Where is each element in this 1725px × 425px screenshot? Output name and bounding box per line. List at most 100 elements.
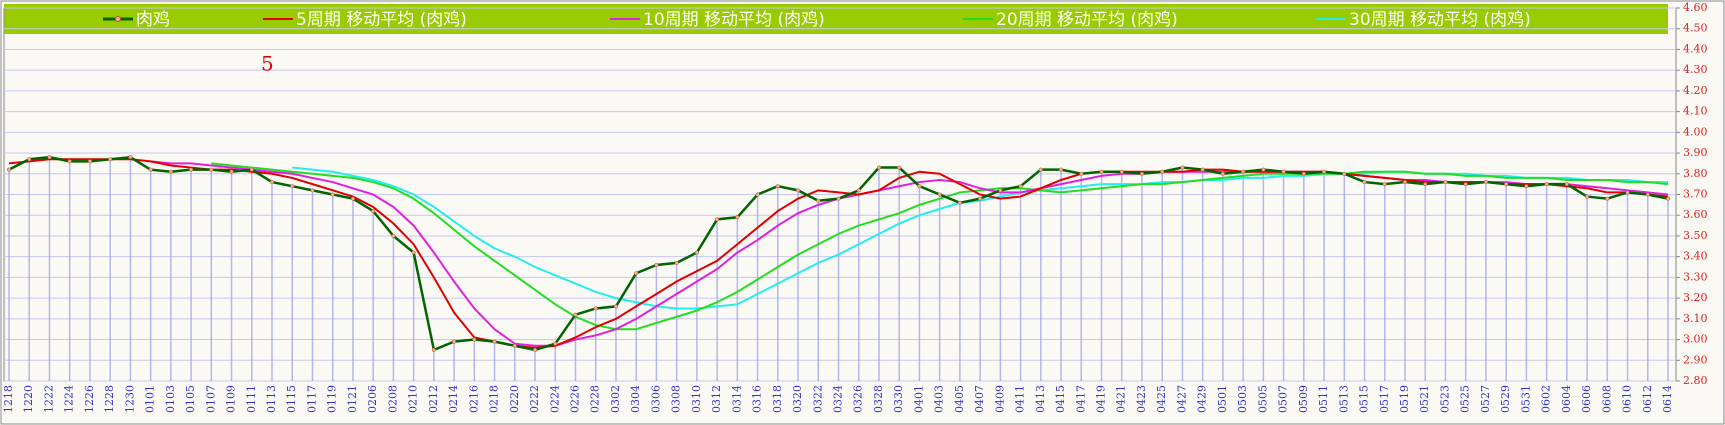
x-tick-label: 0216 bbox=[467, 385, 480, 413]
series-line bbox=[211, 162, 1669, 331]
point bbox=[290, 184, 295, 189]
point bbox=[1301, 171, 1306, 176]
point bbox=[816, 198, 821, 203]
y-tick-label: 4.40 bbox=[1683, 42, 1708, 55]
y-tick-label: 3.20 bbox=[1683, 291, 1708, 304]
point bbox=[148, 167, 153, 172]
legend-label: 肉鸡 bbox=[136, 10, 170, 30]
point bbox=[1079, 171, 1084, 176]
x-tick-label: 0523 bbox=[1438, 385, 1451, 413]
point bbox=[168, 169, 173, 174]
x-tick-label: 0107 bbox=[204, 385, 217, 413]
x-tick-label: 0610 bbox=[1621, 385, 1634, 413]
point bbox=[1018, 184, 1023, 189]
x-tick-label: 0310 bbox=[690, 385, 703, 413]
x-tick-label: 0531 bbox=[1519, 385, 1532, 413]
point bbox=[775, 184, 780, 189]
x-tick-label: 0109 bbox=[225, 385, 238, 413]
y-tick-label: 3.60 bbox=[1683, 208, 1708, 221]
point bbox=[1261, 167, 1266, 172]
point bbox=[735, 215, 740, 220]
point bbox=[917, 184, 922, 189]
x-tick-label: 0111 bbox=[245, 385, 258, 413]
x-tick-label: 0224 bbox=[548, 385, 561, 413]
x-tick-label: 0529 bbox=[1499, 385, 1512, 413]
x-tick-label: 0521 bbox=[1418, 385, 1431, 413]
point bbox=[269, 180, 275, 185]
point bbox=[472, 337, 477, 342]
point bbox=[876, 165, 882, 170]
point bbox=[1423, 182, 1428, 187]
x-tick-label: 0604 bbox=[1560, 385, 1573, 413]
x-tick-label: 0411 bbox=[1014, 385, 1027, 413]
point bbox=[755, 192, 760, 197]
y-tick-label: 2.80 bbox=[1683, 374, 1708, 387]
point bbox=[1402, 180, 1408, 185]
point bbox=[1200, 167, 1205, 172]
point bbox=[1281, 169, 1286, 174]
x-tick-label: 0401 bbox=[912, 385, 925, 413]
x-tick-label: 0511 bbox=[1317, 385, 1330, 413]
x-tick-label: 0427 bbox=[1175, 385, 1188, 413]
point bbox=[795, 188, 801, 193]
y-tick-label: 3.30 bbox=[1683, 270, 1708, 283]
series-line bbox=[8, 158, 1669, 349]
y-tick-label: 3.00 bbox=[1683, 333, 1708, 346]
x-tick-label: 0312 bbox=[710, 385, 723, 413]
x-tick-label: 0328 bbox=[872, 385, 885, 413]
point bbox=[1058, 167, 1064, 172]
x-tick-label: 0121 bbox=[346, 385, 359, 413]
point bbox=[209, 167, 214, 172]
y-tick-label: 3.50 bbox=[1683, 229, 1708, 242]
point bbox=[350, 196, 355, 201]
x-tick-label: 0101 bbox=[144, 385, 157, 413]
point bbox=[593, 306, 598, 311]
point bbox=[1585, 194, 1590, 199]
point bbox=[1625, 190, 1630, 195]
x-tick-label: 0214 bbox=[447, 385, 460, 413]
x-tick-label: 0330 bbox=[892, 385, 905, 413]
x-tick-label: 0302 bbox=[609, 385, 622, 413]
point bbox=[87, 159, 92, 164]
point bbox=[47, 155, 52, 160]
point bbox=[1038, 167, 1043, 172]
x-tick-label: 0614 bbox=[1661, 385, 1674, 413]
point bbox=[1180, 165, 1185, 170]
point bbox=[1605, 196, 1610, 201]
y-tick-label: 4.50 bbox=[1683, 22, 1708, 35]
point bbox=[573, 312, 578, 317]
x-tick-label: 0228 bbox=[589, 385, 602, 413]
point bbox=[431, 347, 436, 352]
x-tick-label: 1228 bbox=[103, 385, 116, 413]
x-tick-label: 0407 bbox=[973, 385, 986, 413]
point bbox=[249, 167, 254, 172]
x-tick-label: 0525 bbox=[1459, 385, 1472, 413]
point bbox=[1504, 182, 1509, 187]
legend-label: 10周期 移动平均 (肉鸡) bbox=[643, 10, 825, 30]
x-tick-label: 0304 bbox=[629, 385, 642, 413]
point bbox=[1099, 169, 1104, 174]
x-tick-label: 0218 bbox=[488, 385, 501, 413]
legend-label: 30周期 移动平均 (肉鸡) bbox=[1349, 10, 1531, 30]
x-tick-label: 0507 bbox=[1277, 385, 1290, 413]
y-tick-label: 4.20 bbox=[1683, 84, 1708, 97]
x-tick-label: 0226 bbox=[568, 385, 581, 413]
x-tick-label: 0210 bbox=[407, 385, 420, 413]
y-tick-label: 3.40 bbox=[1683, 250, 1708, 263]
point bbox=[1382, 182, 1387, 187]
point bbox=[1119, 169, 1124, 174]
point bbox=[1483, 180, 1488, 185]
point bbox=[553, 341, 558, 346]
y-tick-label: 2.90 bbox=[1683, 353, 1708, 366]
point bbox=[189, 167, 194, 172]
legend-marker bbox=[115, 16, 121, 22]
y-tick-label: 4.30 bbox=[1683, 63, 1708, 76]
x-tick-label: 0413 bbox=[1034, 385, 1047, 413]
point bbox=[1524, 184, 1529, 189]
x-tick-label: 1220 bbox=[22, 385, 35, 413]
point bbox=[654, 262, 659, 268]
x-tick-label: 0515 bbox=[1358, 385, 1371, 413]
x-tick-label: 0405 bbox=[953, 385, 966, 413]
x-tick-label: 1226 bbox=[83, 385, 96, 413]
